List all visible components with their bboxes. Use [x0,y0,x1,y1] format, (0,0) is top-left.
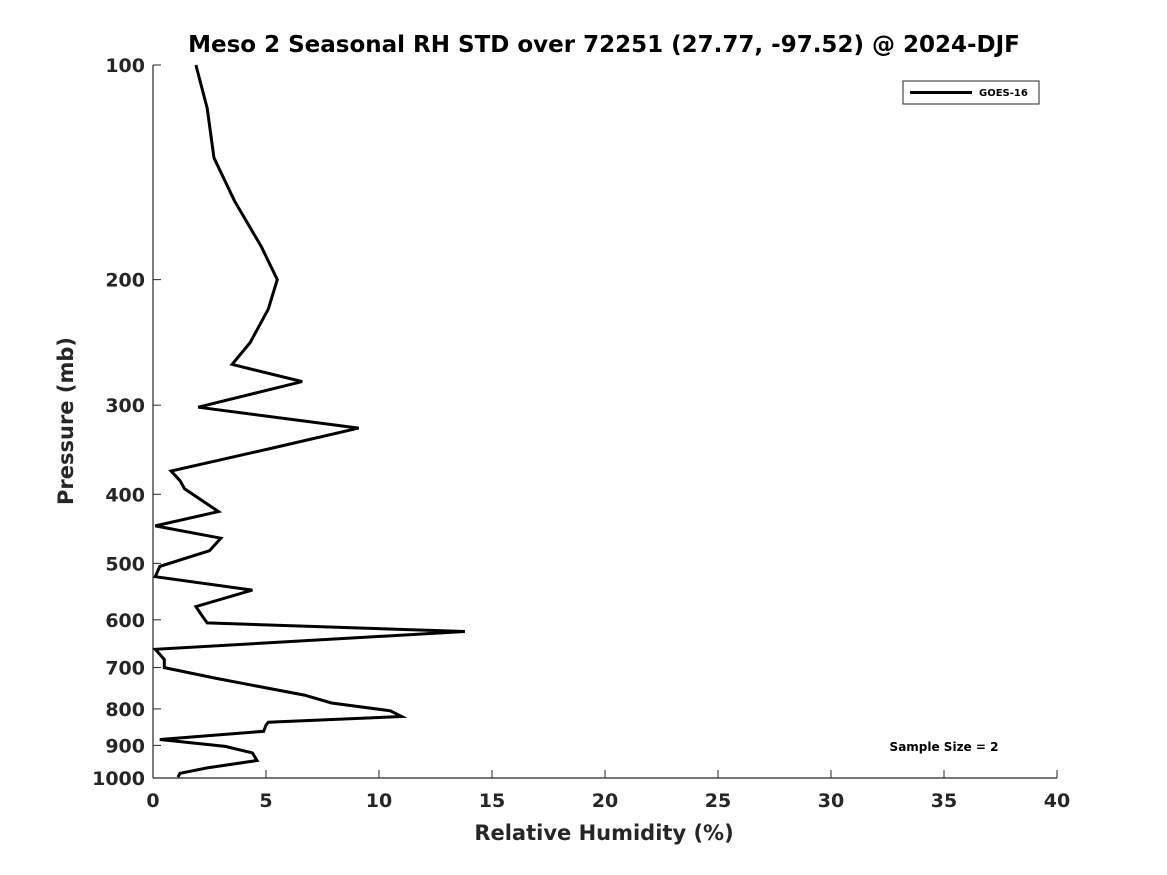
y-tick-label: 500 [105,553,145,575]
y-tick-label: 900 [105,735,145,757]
x-tick-label: 40 [1044,790,1070,812]
x-axis-label: Relative Humidity (%) [474,821,733,845]
y-tick-label: 400 [105,484,145,506]
y-tick-label: 300 [105,395,145,417]
y-tick-label: 600 [105,610,145,632]
series-line-goes-16 [152,64,465,778]
sample-size-annotation: Sample Size = 2 [890,740,999,754]
chart-title: Meso 2 Seasonal RH STD over 72251 (27.77… [188,32,1020,58]
x-tick-label: 30 [818,790,844,812]
x-tick-label: 0 [146,790,159,812]
legend: GOES-16 [902,80,1040,105]
x-tick-label: 25 [705,790,731,812]
y-axis-ticks: 100 200 300 400 500 600 700 800 900 1000 [92,55,161,790]
x-tick-label: 35 [931,790,957,812]
x-tick-label: 10 [366,790,392,812]
y-tick-label: 200 [105,270,145,292]
legend-label-goes-16: GOES-16 [979,88,1028,99]
y-tick-label: 700 [105,658,145,680]
y-tick-label: 1000 [92,768,145,790]
x-tick-label: 15 [479,790,505,812]
series-layer [152,64,465,778]
x-tick-label: 5 [259,790,272,812]
x-axis-ticks: 0 5 10 15 20 25 30 35 40 [146,770,1070,812]
y-tick-label: 100 [105,55,145,77]
y-axis-label: Pressure (mb) [54,337,78,505]
x-tick-label: 20 [592,790,618,812]
y-tick-label: 800 [105,699,145,721]
